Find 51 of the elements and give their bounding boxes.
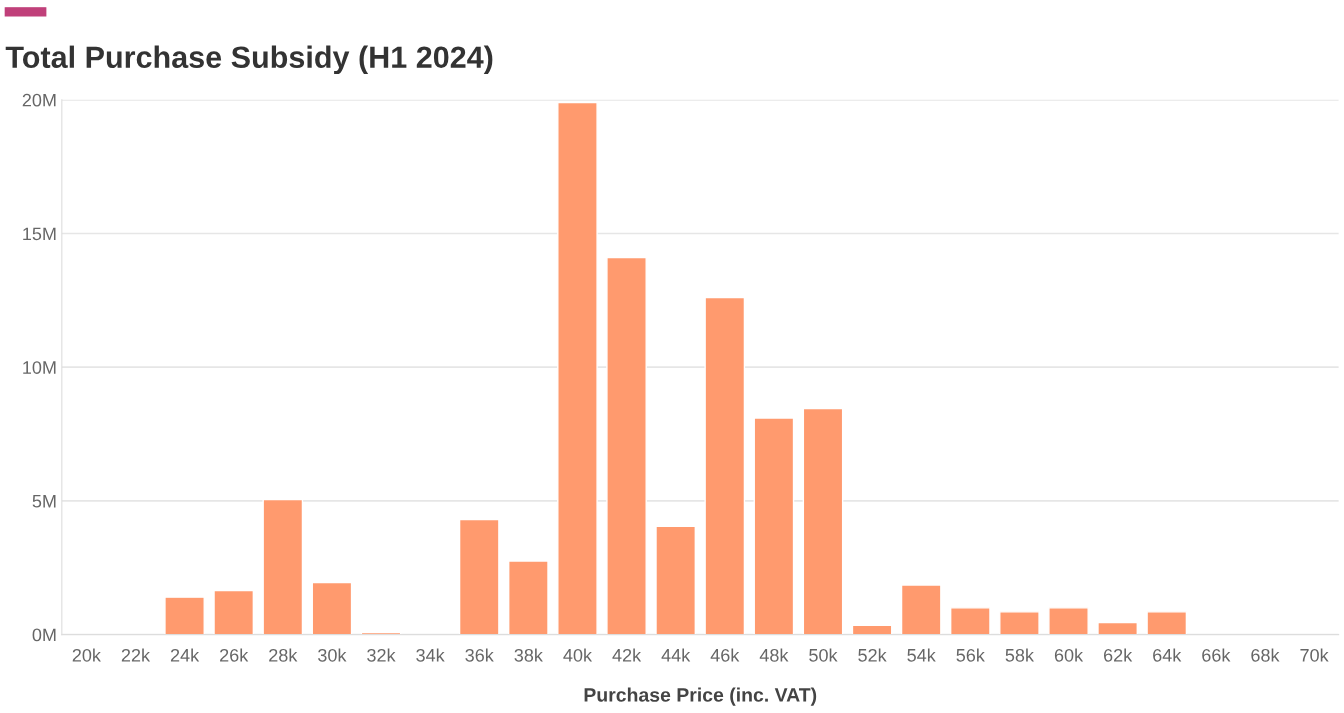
x-tick-label: 44k: [661, 648, 691, 662]
x-tick-label: 26k: [220, 648, 249, 662]
bar: [753, 417, 795, 635]
x-axis-title: Purchase Price (inc. VAT): [584, 687, 817, 706]
y-tick-label: 5M: [32, 495, 56, 508]
x-tick-label: 60k: [1054, 648, 1084, 662]
y-tick-label: 10M: [23, 361, 56, 374]
x-tick-label: 34k: [416, 648, 445, 662]
x-tick-label: 70k: [1300, 648, 1329, 662]
x-tick-label: 58k: [1005, 648, 1035, 662]
bar: [311, 581, 353, 635]
x-tick-label: 52k: [858, 648, 887, 662]
bar: [999, 611, 1040, 635]
x-tick-label: 56k: [956, 648, 985, 662]
x-tick-label: 30k: [318, 648, 347, 662]
bar: [900, 584, 942, 635]
x-tick-label: 36k: [465, 648, 494, 662]
bar: [606, 256, 647, 635]
x-tick-label: 46k: [710, 648, 740, 662]
x-tick-label: 24k: [170, 648, 200, 662]
x-tick-label: 54k: [907, 648, 936, 662]
x-tick-label: 50k: [809, 648, 838, 662]
bar: [949, 607, 991, 635]
x-tick-label: 42k: [612, 648, 642, 662]
x-tick-label: 28k: [269, 648, 298, 662]
y-tick-label: 0M: [32, 628, 56, 642]
bar: [164, 596, 205, 635]
x-tick-label: 38k: [514, 648, 543, 662]
bar: [262, 498, 304, 635]
bar: [458, 518, 500, 635]
x-tick-label: 66k: [1202, 648, 1231, 662]
x-tick-label: 64k: [1153, 648, 1182, 662]
x-tick-label: 62k: [1104, 648, 1133, 662]
bar: [1097, 621, 1138, 635]
bar: [508, 560, 549, 635]
bar: [557, 101, 598, 635]
bar: [704, 296, 746, 635]
x-tick-label: 22k: [121, 648, 151, 662]
bar: [213, 589, 255, 635]
bar: [802, 407, 844, 635]
chart-title: Total Purchase Subsidy (H1 2024): [5, 45, 493, 75]
x-tick-label: 68k: [1251, 648, 1280, 662]
y-tick-label: 15M: [23, 227, 56, 241]
y-tick-label: 20M: [22, 93, 56, 107]
bar: [1048, 607, 1089, 635]
bar: [1146, 611, 1188, 635]
bar: [655, 525, 697, 635]
x-tick-label: 40k: [563, 648, 593, 662]
x-tick-label: 20k: [72, 648, 101, 662]
x-tick-label: 32k: [367, 648, 396, 662]
x-tick-label: 48k: [759, 648, 789, 662]
